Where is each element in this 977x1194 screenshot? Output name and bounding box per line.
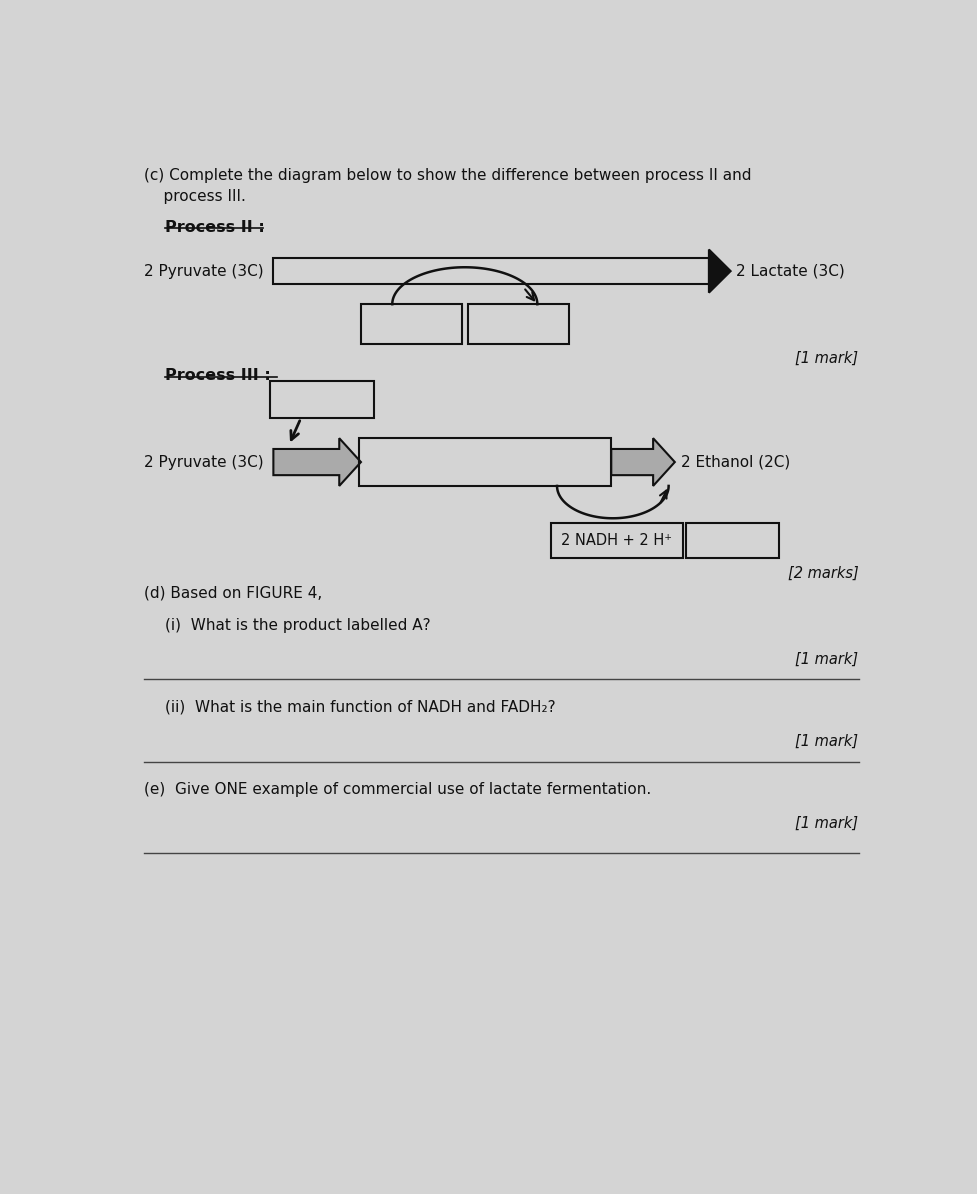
Text: process III.: process III. (144, 189, 245, 204)
Polygon shape (708, 250, 730, 293)
Text: 2 Pyruvate (3C): 2 Pyruvate (3C) (144, 264, 264, 278)
Bar (274, 258, 708, 284)
Text: Process III :: Process III : (165, 368, 271, 383)
Bar (270, 381, 374, 418)
Text: 2 Pyruvate (3C): 2 Pyruvate (3C) (144, 455, 264, 469)
Text: [1 mark]: [1 mark] (794, 350, 858, 365)
Text: (e)  Give ONE example of commercial use of lactate fermentation.: (e) Give ONE example of commercial use o… (144, 782, 651, 796)
Text: (i)  What is the product labelled A?: (i) What is the product labelled A? (165, 617, 430, 633)
Bar (359, 438, 611, 486)
Text: (d) Based on FIGURE 4,: (d) Based on FIGURE 4, (144, 585, 321, 601)
Polygon shape (611, 438, 674, 486)
Text: 2 NADH + 2 H⁺: 2 NADH + 2 H⁺ (561, 533, 671, 548)
Text: 2 Ethanol (2C): 2 Ethanol (2C) (680, 455, 789, 469)
Text: [1 mark]: [1 mark] (794, 817, 858, 831)
Polygon shape (274, 438, 361, 486)
Bar (467, 304, 568, 344)
Text: Process II :: Process II : (165, 220, 265, 234)
Text: [1 mark]: [1 mark] (794, 734, 858, 749)
Bar (361, 304, 461, 344)
Text: [1 mark]: [1 mark] (794, 652, 858, 667)
Text: 2 Lactate (3C): 2 Lactate (3C) (736, 264, 844, 278)
Text: [2 marks]: [2 marks] (786, 566, 858, 581)
Bar (686, 523, 779, 559)
Bar (550, 523, 682, 559)
Text: (c) Complete the diagram below to show the difference between process II and: (c) Complete the diagram below to show t… (144, 168, 750, 183)
Text: (ii)  What is the main function of NADH and FADH₂?: (ii) What is the main function of NADH a… (165, 700, 555, 714)
